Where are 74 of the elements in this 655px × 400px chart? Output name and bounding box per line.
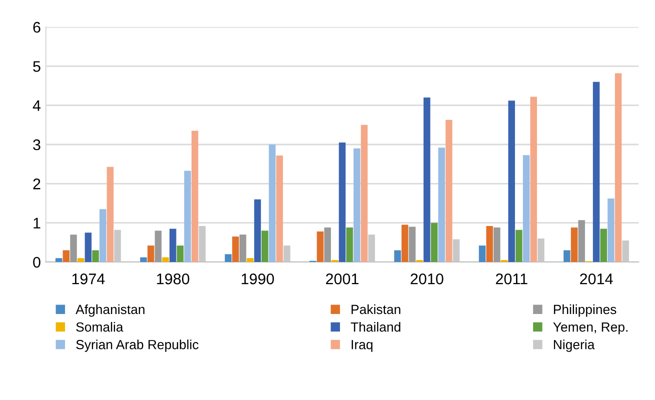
bar [578, 220, 585, 262]
y-tick-label: 2 [33, 178, 40, 190]
bar [316, 231, 324, 262]
bar [564, 250, 570, 262]
x-tick-label: 1990 [242, 274, 274, 284]
bar [70, 234, 77, 262]
bar [268, 144, 276, 262]
bar [240, 234, 246, 262]
legend-label: Yemen, Rep. [553, 322, 628, 334]
bar [600, 228, 607, 262]
bar [394, 250, 401, 262]
x-tick-label: 2010 [410, 274, 444, 284]
bar [92, 250, 99, 262]
bar [192, 130, 198, 262]
bar [154, 230, 162, 262]
bar [516, 230, 522, 262]
bar [169, 228, 176, 262]
x-tick-label: 2011 [496, 274, 528, 284]
bar [62, 250, 70, 262]
y-tick-label: 3 [33, 139, 40, 150]
bar [446, 120, 452, 262]
bar [530, 96, 537, 262]
bar [478, 246, 486, 262]
legend-label: Pakistan [352, 304, 400, 314]
bar [522, 155, 530, 262]
bar [77, 258, 84, 262]
bar [55, 258, 62, 262]
bar [360, 124, 368, 262]
bar [232, 236, 239, 262]
bar [99, 209, 106, 262]
legend-label: Syrian Arab Republic [76, 340, 198, 352]
y-tick-label: 5 [33, 61, 40, 72]
bar [354, 148, 360, 262]
bar [140, 257, 147, 262]
legend-label: Somalia [76, 322, 124, 332]
legend-label: Afghanistan [76, 304, 144, 317]
y-tick-label: 6 [33, 22, 40, 33]
bar [592, 82, 600, 262]
bar [324, 228, 331, 262]
bar [408, 226, 416, 262]
legend-label: Iraq [352, 340, 372, 352]
bar [106, 166, 114, 262]
bar [486, 226, 493, 262]
x-tick-label: 2014 [580, 274, 613, 284]
bar [508, 100, 515, 262]
legend-label: Nigeria [554, 340, 595, 352]
bar [438, 148, 445, 262]
legend-label: Thailand [350, 322, 400, 332]
bar [246, 258, 254, 262]
bar [430, 222, 438, 262]
bar [338, 142, 346, 262]
bar [276, 155, 283, 262]
bar [614, 73, 622, 262]
bar [184, 170, 191, 262]
bar [402, 224, 408, 262]
bar [176, 246, 184, 262]
legend-label: Philippines [554, 304, 616, 317]
bar [147, 246, 154, 262]
y-tick-label: 0 [33, 256, 40, 268]
bar [84, 232, 92, 262]
bar [424, 98, 430, 262]
bar [570, 228, 578, 262]
y-tick-label: 1 [34, 218, 40, 228]
bar [608, 198, 614, 262]
x-tick-label: 2001 [326, 274, 358, 284]
y-tick-label: 4 [32, 100, 41, 111]
bar [494, 228, 500, 262]
bar [346, 228, 353, 262]
bar [262, 230, 268, 262]
bar [224, 254, 232, 262]
bar [162, 257, 169, 262]
bar [254, 199, 261, 262]
x-tick-label: 1974 [72, 274, 105, 284]
x-tick-label: 1980 [157, 274, 190, 284]
